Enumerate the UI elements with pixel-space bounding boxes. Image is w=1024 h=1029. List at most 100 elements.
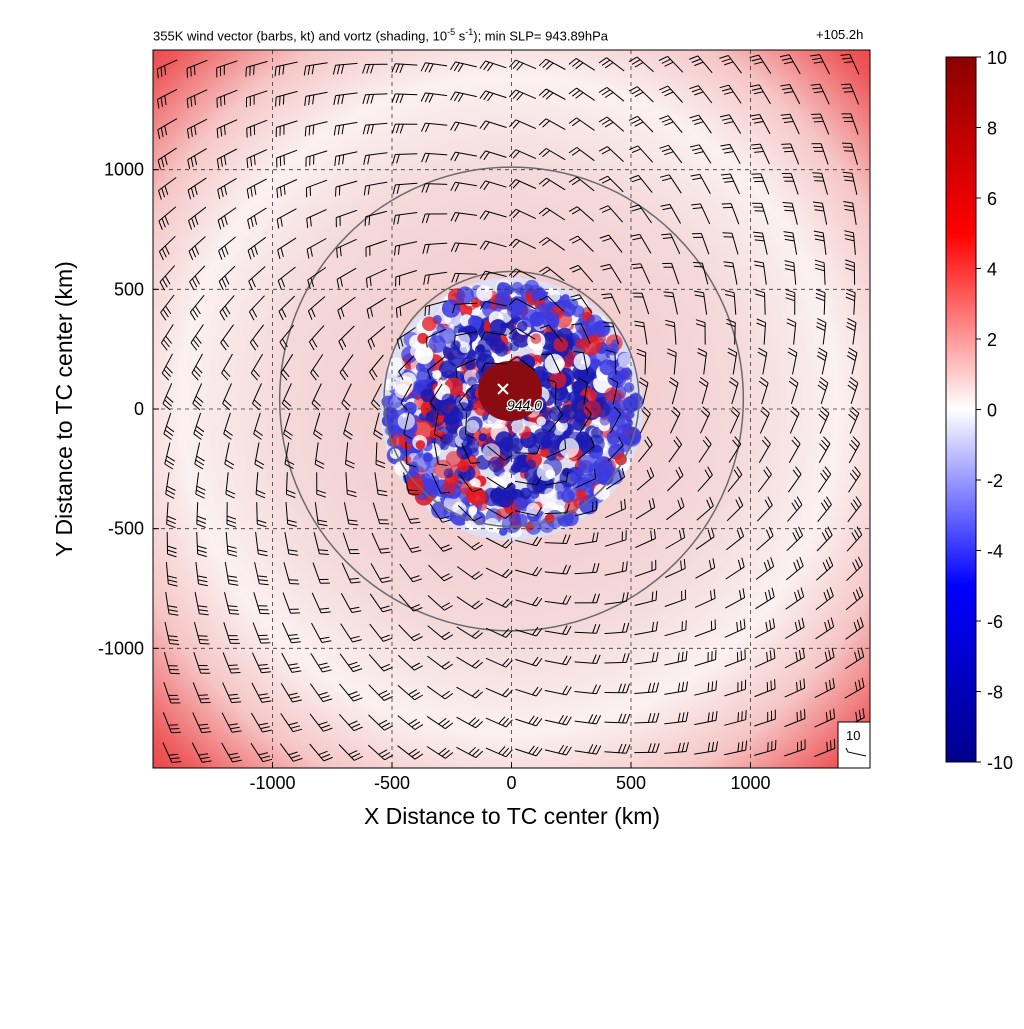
colorbar-tick-label: -6 <box>987 612 1003 632</box>
vorticity-patch <box>549 371 566 388</box>
barb-shaft <box>605 662 627 663</box>
vorticity-patch <box>571 469 585 483</box>
y-axis-label: Y Distance to TC center (km) <box>51 261 77 557</box>
barb-feather <box>246 67 247 76</box>
vorticity-patch <box>517 321 528 332</box>
y-tick-label: -500 <box>108 519 144 539</box>
barb-feather <box>844 92 853 93</box>
barb-feather <box>429 306 430 316</box>
barb-feather <box>801 711 802 721</box>
vorticity-patch <box>600 415 610 425</box>
vorticity-patch <box>451 340 461 350</box>
barb-feather <box>783 148 793 149</box>
barb-shaft <box>485 363 507 364</box>
vorticity-patch <box>442 394 454 406</box>
time-label: +105.2h <box>816 27 863 42</box>
vorticity-patch <box>415 346 433 364</box>
barb-feather <box>604 326 614 327</box>
vorticity-patch <box>495 293 511 309</box>
vorticity-patch <box>525 280 539 294</box>
barb-shaft <box>257 502 258 524</box>
vorticity-patch <box>490 339 505 354</box>
barb-feather <box>804 709 805 719</box>
barb-feather <box>198 695 208 696</box>
barb-feather <box>365 217 366 227</box>
colorbar-tick-label: 6 <box>987 189 997 209</box>
barb-feather <box>200 699 209 700</box>
vorticity-patch <box>537 464 554 481</box>
barb-feather <box>831 740 832 750</box>
vorticity-patch <box>470 447 479 456</box>
plot-title: 355K wind vector (barbs, kt) and vortz (… <box>153 27 608 43</box>
vorticity-patch <box>479 433 487 441</box>
barb-feather <box>170 729 180 730</box>
reference-vector-box: 10 <box>838 722 870 768</box>
barb-feather <box>283 95 284 105</box>
vorticity-patch <box>416 440 426 450</box>
vorticity-patch <box>533 432 551 450</box>
vorticity-patch <box>504 285 513 294</box>
vorticity-patch <box>559 438 579 458</box>
barb-feather <box>784 206 793 207</box>
barb-feather <box>781 144 791 145</box>
x-tick-label: 500 <box>616 773 646 793</box>
barb-feather <box>814 121 824 122</box>
barb-feather <box>785 210 795 211</box>
barb-feather <box>797 712 798 721</box>
barb-feather <box>369 216 370 226</box>
vorticity-patch <box>575 339 586 350</box>
barb-feather <box>408 490 418 491</box>
vorticity-patch <box>547 290 560 303</box>
barb-feather <box>656 591 657 601</box>
barb-feather <box>842 88 852 89</box>
vorticity-patch <box>574 353 591 370</box>
barb-feather <box>231 673 240 674</box>
vorticity-patch <box>561 405 571 415</box>
vorticity-patch <box>440 434 450 444</box>
barb-feather <box>336 187 337 197</box>
barb-shaft <box>556 382 557 404</box>
barb-feather <box>221 97 222 107</box>
vorticity-patch <box>404 456 412 464</box>
vorticity-patch <box>422 317 437 332</box>
barb-feather <box>224 95 225 104</box>
vorticity-patch <box>531 333 542 344</box>
barb-shaft <box>395 154 417 155</box>
barb-feather <box>738 712 739 722</box>
x-axis-label: X Distance to TC center (km) <box>364 803 660 829</box>
colorbar-tick-label: 0 <box>987 401 997 421</box>
barb-feather <box>254 65 255 75</box>
barb-feather <box>425 307 426 317</box>
barb-feather <box>228 665 237 666</box>
vorticity-patch <box>488 457 504 473</box>
vorticity-patch <box>514 497 527 510</box>
vorticity-patch <box>579 434 595 450</box>
vorticity-patch <box>398 413 415 430</box>
barb-feather <box>775 679 776 688</box>
barb-feather <box>592 502 593 511</box>
vorticity-patch <box>432 370 441 379</box>
vorticity-patch <box>468 508 476 516</box>
vorticity-patch <box>544 488 554 498</box>
barb-feather <box>827 742 828 751</box>
barb-feather <box>775 740 776 749</box>
colorbar <box>946 57 976 762</box>
vorticity-patch <box>607 343 619 355</box>
barb-feather <box>811 114 820 115</box>
y-tick-label: 500 <box>114 279 144 299</box>
vorticity-patch <box>442 299 460 317</box>
barb-feather <box>596 501 597 511</box>
barb-feather <box>250 127 251 137</box>
barb-feather <box>280 96 281 105</box>
barb-feather <box>814 181 824 182</box>
barb-feather <box>168 725 178 726</box>
barb-feather <box>409 494 419 495</box>
barb-feather <box>813 177 823 178</box>
barb-feather <box>276 97 277 107</box>
barb-feather <box>771 681 772 691</box>
vorticity-patch <box>465 360 476 371</box>
vorticity-patch <box>446 451 462 467</box>
barb-feather <box>746 710 747 720</box>
barb-shaft <box>765 293 766 315</box>
